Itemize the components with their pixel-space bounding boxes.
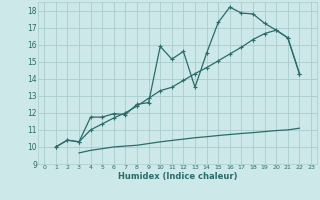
X-axis label: Humidex (Indice chaleur): Humidex (Indice chaleur) [118,172,237,181]
